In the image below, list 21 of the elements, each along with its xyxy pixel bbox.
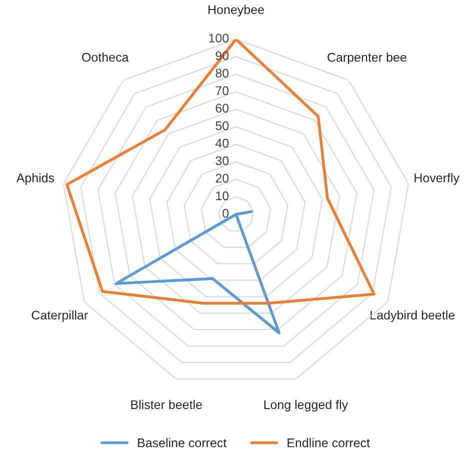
y-tick-label: 0: [222, 208, 229, 218]
legend-label: Baseline correct: [138, 438, 227, 448]
spoke-label: Long legged fly: [264, 400, 348, 412]
y-tick-label: 80: [216, 68, 229, 78]
y-tick-label: 100: [209, 34, 229, 43]
spoke-label: Carpenter bee: [328, 52, 406, 64]
y-tick-label: 50: [216, 121, 229, 130]
spoke-label: Ootheca: [82, 52, 129, 62]
y-tick-label: 30: [216, 156, 229, 166]
y-tick-label: 10: [216, 191, 229, 200]
legend-label: Endline correct: [288, 438, 370, 448]
y-tick-label: 60: [216, 104, 229, 113]
spoke-label: Caterpillar: [32, 310, 88, 322]
spoke-label: Hoverfly: [414, 173, 460, 185]
spoke-label: Ladybird beetle: [370, 310, 455, 322]
spoke-label: Aphids: [16, 173, 54, 185]
spoke-label: Honeybee: [208, 4, 264, 17]
y-tick-label: 70: [216, 86, 229, 96]
spoke-label: Blister beetle: [131, 400, 202, 410]
y-tick-label: 20: [216, 174, 229, 183]
y-tick-label: 40: [215, 138, 229, 148]
